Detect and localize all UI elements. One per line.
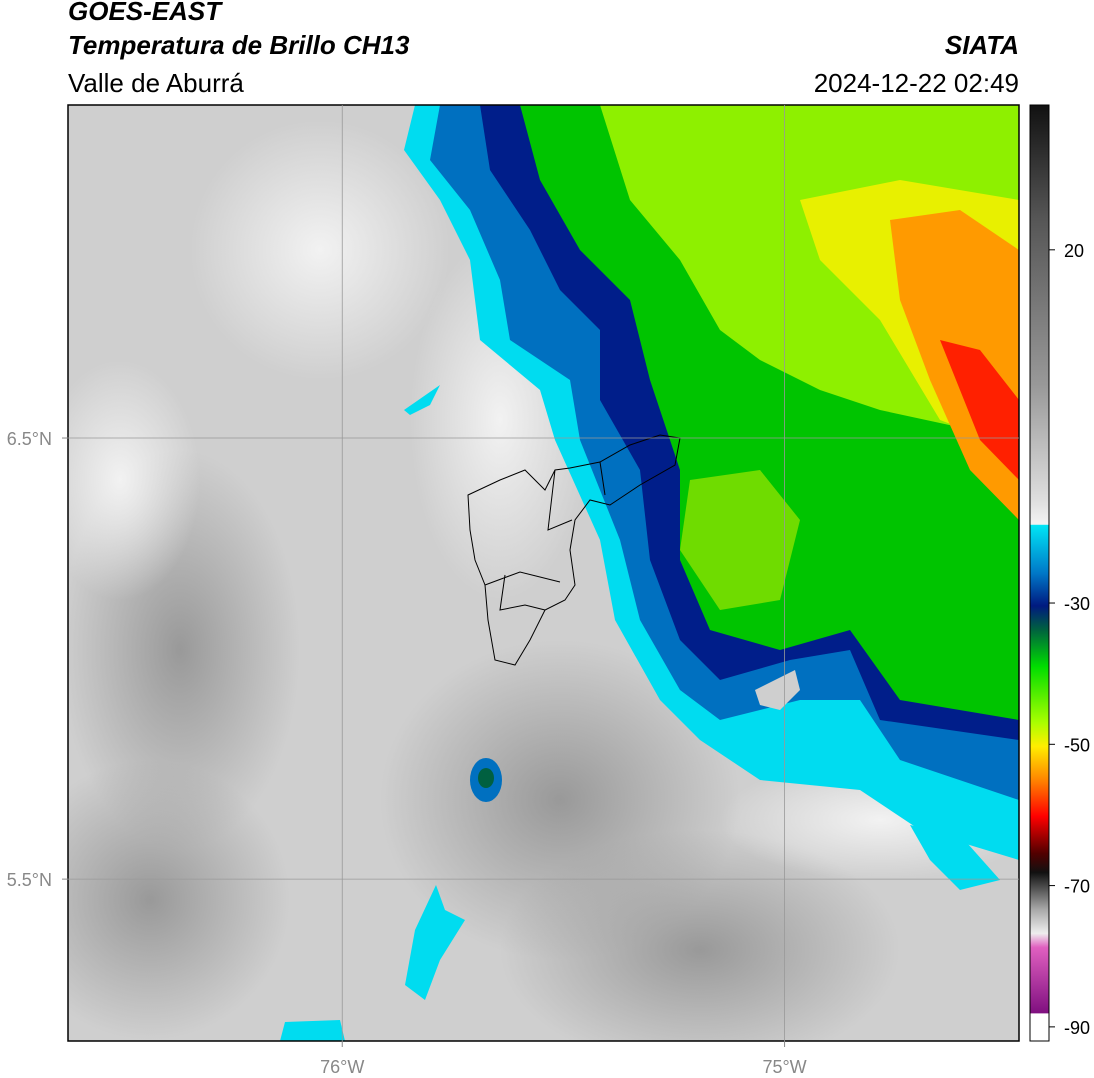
colorbar-tick-label: 20	[1064, 241, 1084, 261]
colorbar-tick-label: -90	[1064, 1018, 1090, 1038]
y-tick-label: 5.5°N	[7, 870, 52, 890]
colorbar-tick-label: -50	[1064, 735, 1090, 755]
x-tick-label: 75°W	[762, 1057, 806, 1077]
title: GOES-EAST	[68, 0, 223, 26]
map-frame	[67, 104, 1020, 1042]
subtitle: Temperatura de Brillo CH13	[68, 30, 410, 60]
source: SIATA	[945, 30, 1019, 60]
datetime: 2024-12-22 02:49	[814, 68, 1019, 98]
y-tick-label: 6.5°N	[7, 429, 52, 449]
colorbar	[1029, 104, 1050, 1042]
map-image	[68, 105, 1019, 1041]
colorbar-tick-label: -30	[1064, 594, 1090, 614]
x-tick-label: 76°W	[320, 1057, 364, 1077]
colorbar-tick-label: -70	[1064, 877, 1090, 897]
region: Valle de Aburrá	[68, 68, 244, 98]
